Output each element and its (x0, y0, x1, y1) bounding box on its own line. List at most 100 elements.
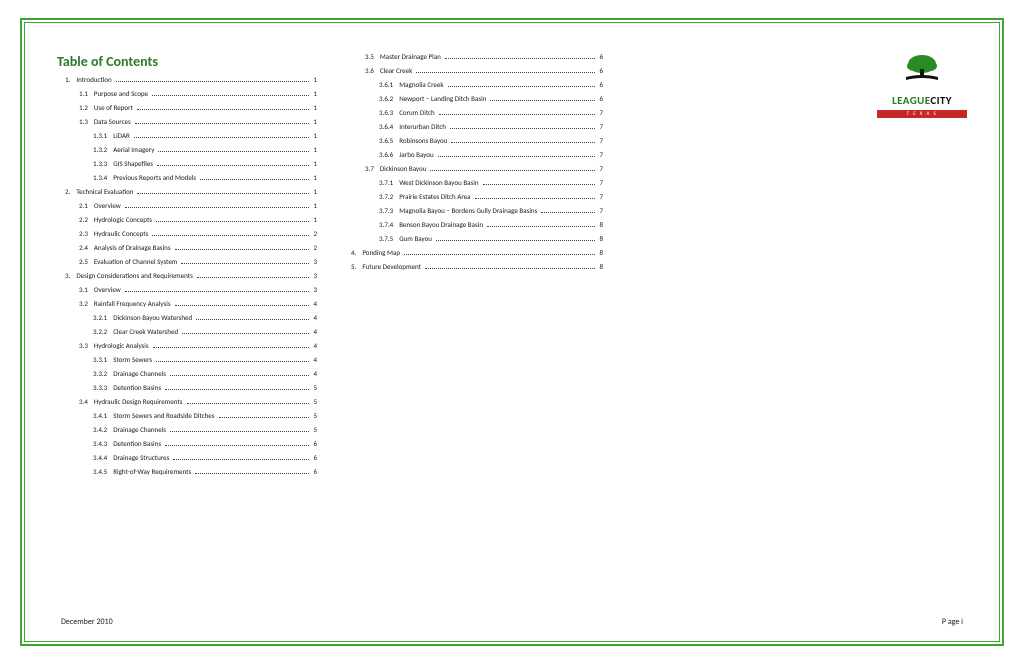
toc-number: 1. (65, 76, 70, 83)
toc-page: 6 (599, 67, 603, 74)
toc-leader-dots (165, 445, 309, 446)
toc-page: 7 (599, 123, 603, 130)
toc-number: 3.4.3 (93, 440, 107, 447)
toc-page: 7 (599, 151, 603, 158)
toc-number: 3.2.2 (93, 328, 107, 335)
toc-number: 2. (65, 188, 70, 195)
toc-row: 1.3.2Aerial Imagery1 (57, 146, 317, 153)
toc-page: 1 (313, 160, 317, 167)
toc-number: 2.2 (79, 216, 88, 223)
toc-page: 1 (313, 132, 317, 139)
toc-row: 3.4.4Drainage Structures6 (57, 454, 317, 461)
toc-label: Hydraulic Concepts (94, 230, 148, 237)
toc-row: 1.3.1LiDAR1 (57, 132, 317, 139)
logo-banner: T E X A S (877, 110, 967, 118)
toc-row: 2.Technical Evaluation1 (57, 188, 317, 195)
toc-page: 1 (313, 118, 317, 125)
toc-leader-dots (425, 268, 595, 269)
toc-leader-dots (165, 389, 309, 390)
toc-page: 4 (313, 328, 317, 335)
toc-row: 1.2Use of Report1 (57, 104, 317, 111)
toc-number: 3.7.5 (379, 235, 393, 242)
toc-leader-dots (416, 72, 595, 73)
toc-number: 1.3.4 (93, 174, 107, 181)
toc-label: Clear Creek (380, 67, 412, 74)
footer-date: December 2010 (61, 617, 113, 627)
toc-label: Right-of-Way Requirements (113, 468, 191, 475)
toc-leader-dots (175, 305, 310, 306)
toc-leader-dots (125, 291, 310, 292)
toc-number: 1.3 (79, 118, 88, 125)
toc-label: Hydrologic Concepts (94, 216, 152, 223)
toc-leader-dots (430, 170, 595, 171)
toc-col-right: 3.5Master Drainage Plan63.6Clear Creek63… (343, 53, 603, 629)
toc-row: 3.6.4Interurban Ditch7 (343, 123, 603, 130)
toc-number: 3.3 (79, 342, 88, 349)
toc-leader-dots (483, 184, 596, 185)
toc-number: 3.1 (79, 286, 88, 293)
toc-page: 1 (313, 104, 317, 111)
toc-page: 2 (313, 244, 317, 251)
toc-page: 5 (313, 398, 317, 405)
toc-label: Corum Ditch (399, 109, 435, 116)
toc-leader-dots (116, 81, 310, 82)
toc-page: 8 (599, 221, 603, 228)
toc-leader-dots (450, 128, 595, 129)
toc-number: 2.5 (79, 258, 88, 265)
toc-leader-dots (152, 95, 309, 96)
toc-label: West Dickinson Bayou Basin (399, 179, 478, 186)
toc-page: 4 (313, 356, 317, 363)
toc-number: 2.3 (79, 230, 88, 237)
toc-row: 1.Introduction1 (57, 76, 317, 83)
toc-row: 3.4.5Right-of-Way Requirements6 (57, 468, 317, 475)
toc-number: 3.7.3 (379, 207, 393, 214)
toc-leader-dots (156, 361, 309, 362)
toc-number: 3. (65, 272, 70, 279)
toc-label: GIS Shapefiles (113, 160, 153, 167)
toc-leader-dots (195, 473, 309, 474)
toc-label: Dickinson Bayou (380, 165, 427, 172)
toc-page: 1 (313, 216, 317, 223)
toc-row: 3.4.2Drainage Channels5 (57, 426, 317, 433)
toc-leader-dots (196, 319, 309, 320)
toc-label: Design Considerations and Requirements (76, 272, 192, 279)
logo-block: LEAGUECITY T E X A S (877, 53, 967, 118)
toc-leader-dots (541, 212, 595, 213)
toc-row: 3.7Dickinson Bayou7 (343, 165, 603, 172)
toc-row: 2.2 Hydrologic Concepts 1 (57, 216, 317, 223)
toc-row: 3.6.1Magnolia Creek6 (343, 81, 603, 88)
toc-label: Newport – Landing Ditch Basin (399, 95, 486, 102)
toc-row: 3.4Hydraulic Design Requirements5 (57, 398, 317, 405)
toc-leader-dots (175, 249, 310, 250)
toc-leader-dots (219, 417, 310, 418)
toc-row: 3.3Hydrologic Analysis4 (57, 342, 317, 349)
toc-number: 3.6.3 (379, 109, 393, 116)
toc-row: 3.7.5Gum Bayou8 (343, 235, 603, 242)
toc-page: 4 (313, 300, 317, 307)
toc-page: 7 (599, 207, 603, 214)
toc-row: 1.3Data Sources1 (57, 118, 317, 125)
toc-number: 2.4 (79, 244, 88, 251)
toc-page: 2 (313, 230, 317, 237)
toc-label: Storm Sewers (113, 356, 152, 363)
toc-number: 3.4.4 (93, 454, 107, 461)
toc-page: 1 (313, 76, 317, 83)
toc-leader-dots (158, 151, 309, 152)
toc-leader-dots (451, 142, 595, 143)
toc-leader-dots (170, 431, 309, 432)
toc-page: 8 (599, 263, 603, 270)
toc-leader-dots (436, 240, 595, 241)
toc-label: Drainage Channels (113, 426, 166, 433)
toc-leader-dots (490, 100, 595, 101)
toc-number: 3.6.1 (379, 81, 393, 88)
toc-number: 2.1 (79, 202, 88, 209)
toc-label: Previous Reports and Models (113, 174, 196, 181)
toc-page: 6 (599, 53, 603, 60)
toc-page: 6 (599, 81, 603, 88)
toc-page: 6 (313, 468, 317, 475)
toc-number: 3.7.1 (379, 179, 393, 186)
toc-row: 3.7.2Prairie Estates Ditch Area7 (343, 193, 603, 200)
footer-page: P age i (942, 617, 963, 627)
toc-label: Technical Evaluation (76, 188, 133, 195)
toc-row: 2.3 Hydraulic Concepts 2 (57, 230, 317, 237)
